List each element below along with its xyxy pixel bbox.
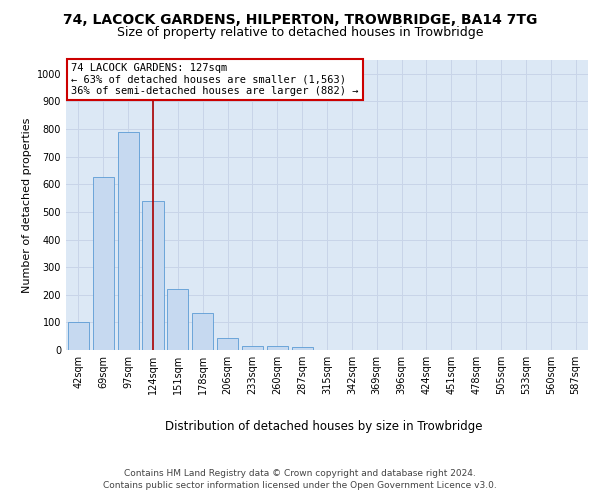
Text: Distribution of detached houses by size in Trowbridge: Distribution of detached houses by size … [165, 420, 483, 433]
Bar [142, 201, 164, 350]
Text: Size of property relative to detached houses in Trowbridge: Size of property relative to detached ho… [117, 26, 483, 39]
Text: 74 LACOCK GARDENS: 127sqm
← 63% of detached houses are smaller (1,563)
36% of se: 74 LACOCK GARDENS: 127sqm ← 63% of detac… [71, 63, 359, 96]
Bar [118, 132, 139, 350]
Bar [267, 346, 288, 350]
Text: 74, LACOCK GARDENS, HILPERTON, TROWBRIDGE, BA14 7TG: 74, LACOCK GARDENS, HILPERTON, TROWBRIDG… [63, 12, 537, 26]
Text: Contains public sector information licensed under the Open Government Licence v3: Contains public sector information licen… [103, 481, 497, 490]
Bar [192, 312, 213, 350]
Bar [167, 289, 188, 350]
Y-axis label: Number of detached properties: Number of detached properties [22, 118, 32, 292]
Bar [292, 347, 313, 350]
Bar [242, 346, 263, 350]
Bar [68, 322, 89, 350]
Bar [93, 178, 114, 350]
Text: Contains HM Land Registry data © Crown copyright and database right 2024.: Contains HM Land Registry data © Crown c… [124, 468, 476, 477]
Bar [217, 338, 238, 350]
